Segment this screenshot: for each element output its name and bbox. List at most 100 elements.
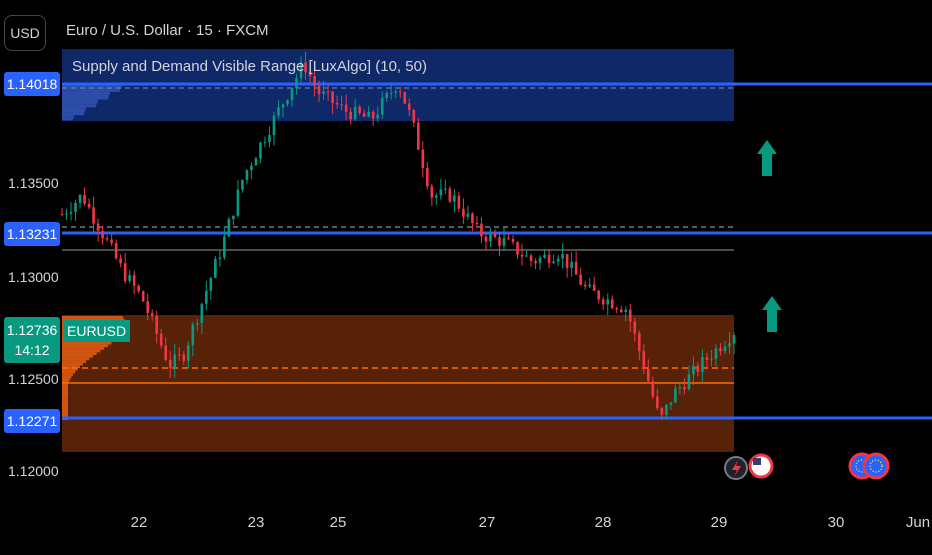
candle-body (588, 284, 591, 287)
candle-body (119, 258, 122, 264)
candle-body (606, 299, 610, 305)
candle-body (647, 369, 650, 382)
price-tag-level-1[interactable]: 1.14018 (4, 72, 60, 96)
candle-body (394, 91, 398, 93)
y-tick: 1.13500 (8, 175, 59, 191)
candle-body (669, 402, 673, 405)
demand-profile-bar (62, 360, 87, 363)
candle-body (186, 345, 190, 361)
candle-body (322, 91, 325, 94)
candle-body (313, 76, 316, 87)
candle-body (462, 208, 465, 217)
candle-body (376, 114, 380, 119)
demand-profile-bar (62, 316, 124, 319)
candle-body (132, 275, 136, 286)
candle-body (371, 111, 375, 119)
candle-body (484, 236, 488, 242)
candle-body (137, 285, 140, 292)
demand-profile-bar (62, 396, 68, 400)
demand-profile-bar (62, 368, 78, 371)
chart-header: Euro / U.S. Dollar · 15 · FXCM (66, 22, 269, 40)
candle-body (367, 111, 370, 117)
candle-body (701, 357, 704, 373)
candle-body (272, 115, 276, 136)
candle-body (96, 223, 100, 231)
candle-body (78, 194, 82, 203)
candle-body (511, 239, 515, 242)
x-tick: 25 (329, 514, 347, 531)
candle-body (60, 214, 64, 216)
candle-body (421, 149, 425, 168)
candle-body (633, 321, 637, 334)
candle-body (200, 303, 204, 323)
countdown-timer: 14:12 (14, 342, 50, 358)
candle-body (444, 188, 447, 190)
candle-body (628, 309, 632, 322)
candle-body (281, 104, 285, 108)
demand-profile-bar (62, 349, 101, 353)
candle-body (507, 238, 510, 240)
candle-body (286, 100, 289, 105)
candle-body (340, 104, 343, 106)
candle-body (687, 374, 691, 390)
candle-body (439, 189, 443, 196)
candle-body (69, 212, 73, 214)
symbol-tag: EURUSD (63, 320, 131, 342)
x-tick: 29 (710, 514, 728, 531)
candle-body (705, 357, 709, 360)
supply-profile-bar (62, 89, 120, 92)
candle-body (583, 284, 587, 287)
candle-body (173, 354, 177, 369)
candle-body (624, 309, 628, 313)
candle-body (299, 62, 303, 78)
supply-profile-bar (62, 97, 108, 100)
candle-body (236, 189, 240, 216)
candle-body (547, 254, 551, 264)
candle-body (326, 91, 330, 93)
candle-body (155, 315, 159, 334)
symbol-title[interactable]: Euro / U.S. Dollar · 15 · FXCM (66, 22, 269, 39)
candle-body (105, 238, 109, 240)
candle-body (218, 257, 222, 259)
candle-body (556, 258, 560, 262)
demand-profile-bar (62, 386, 68, 389)
currency-button[interactable]: USD (4, 15, 46, 51)
candle-body (471, 213, 474, 224)
candle-body (534, 261, 537, 264)
candle-body (696, 365, 700, 373)
price-tag-last[interactable]: 1.12736 14:12 (4, 317, 60, 363)
candle-body (191, 324, 195, 346)
candle-body (579, 274, 582, 285)
candle-body (498, 237, 501, 246)
candle-body (87, 203, 91, 208)
candle-body (457, 195, 461, 209)
candle-body (480, 223, 483, 237)
candle-body (543, 254, 546, 258)
candle-body (489, 233, 492, 242)
candle-body (502, 238, 506, 246)
x-tick: 28 (594, 514, 612, 531)
candle-body (525, 255, 528, 257)
candle-body (714, 348, 718, 360)
price-tag-level-3[interactable]: 1.12271 (4, 409, 60, 433)
candle-body (678, 386, 682, 389)
candle-body (177, 354, 181, 356)
last-price-value: 1.12736 (6, 322, 58, 338)
candle-body (601, 299, 605, 305)
candle-body (335, 103, 339, 105)
candle-body (227, 219, 231, 237)
candle-body (65, 213, 68, 215)
supply-profile-bar (62, 104, 96, 108)
candle-body (101, 230, 104, 239)
price-tag-level-2[interactable]: 1.13231 (4, 222, 60, 246)
candle-body (353, 106, 357, 120)
indicator-label[interactable]: Supply and Demand Visible Range [LuxAlgo… (72, 58, 427, 75)
candle-body (74, 202, 77, 213)
candle-body (732, 335, 736, 344)
candle-body (232, 215, 235, 220)
supply-profile-bar (62, 99, 98, 103)
candle-body (128, 275, 131, 281)
up-arrow-icon (762, 296, 782, 332)
